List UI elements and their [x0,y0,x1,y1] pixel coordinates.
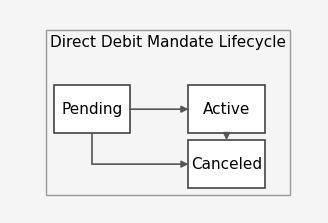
Text: Canceled: Canceled [191,157,262,172]
Bar [188,140,265,188]
Bar [54,85,130,133]
Text: Active: Active [203,102,250,117]
Text: Pending: Pending [61,102,122,117]
Bar [188,85,265,133]
Text: Direct Debit Mandate Lifecycle: Direct Debit Mandate Lifecycle [50,35,286,50]
